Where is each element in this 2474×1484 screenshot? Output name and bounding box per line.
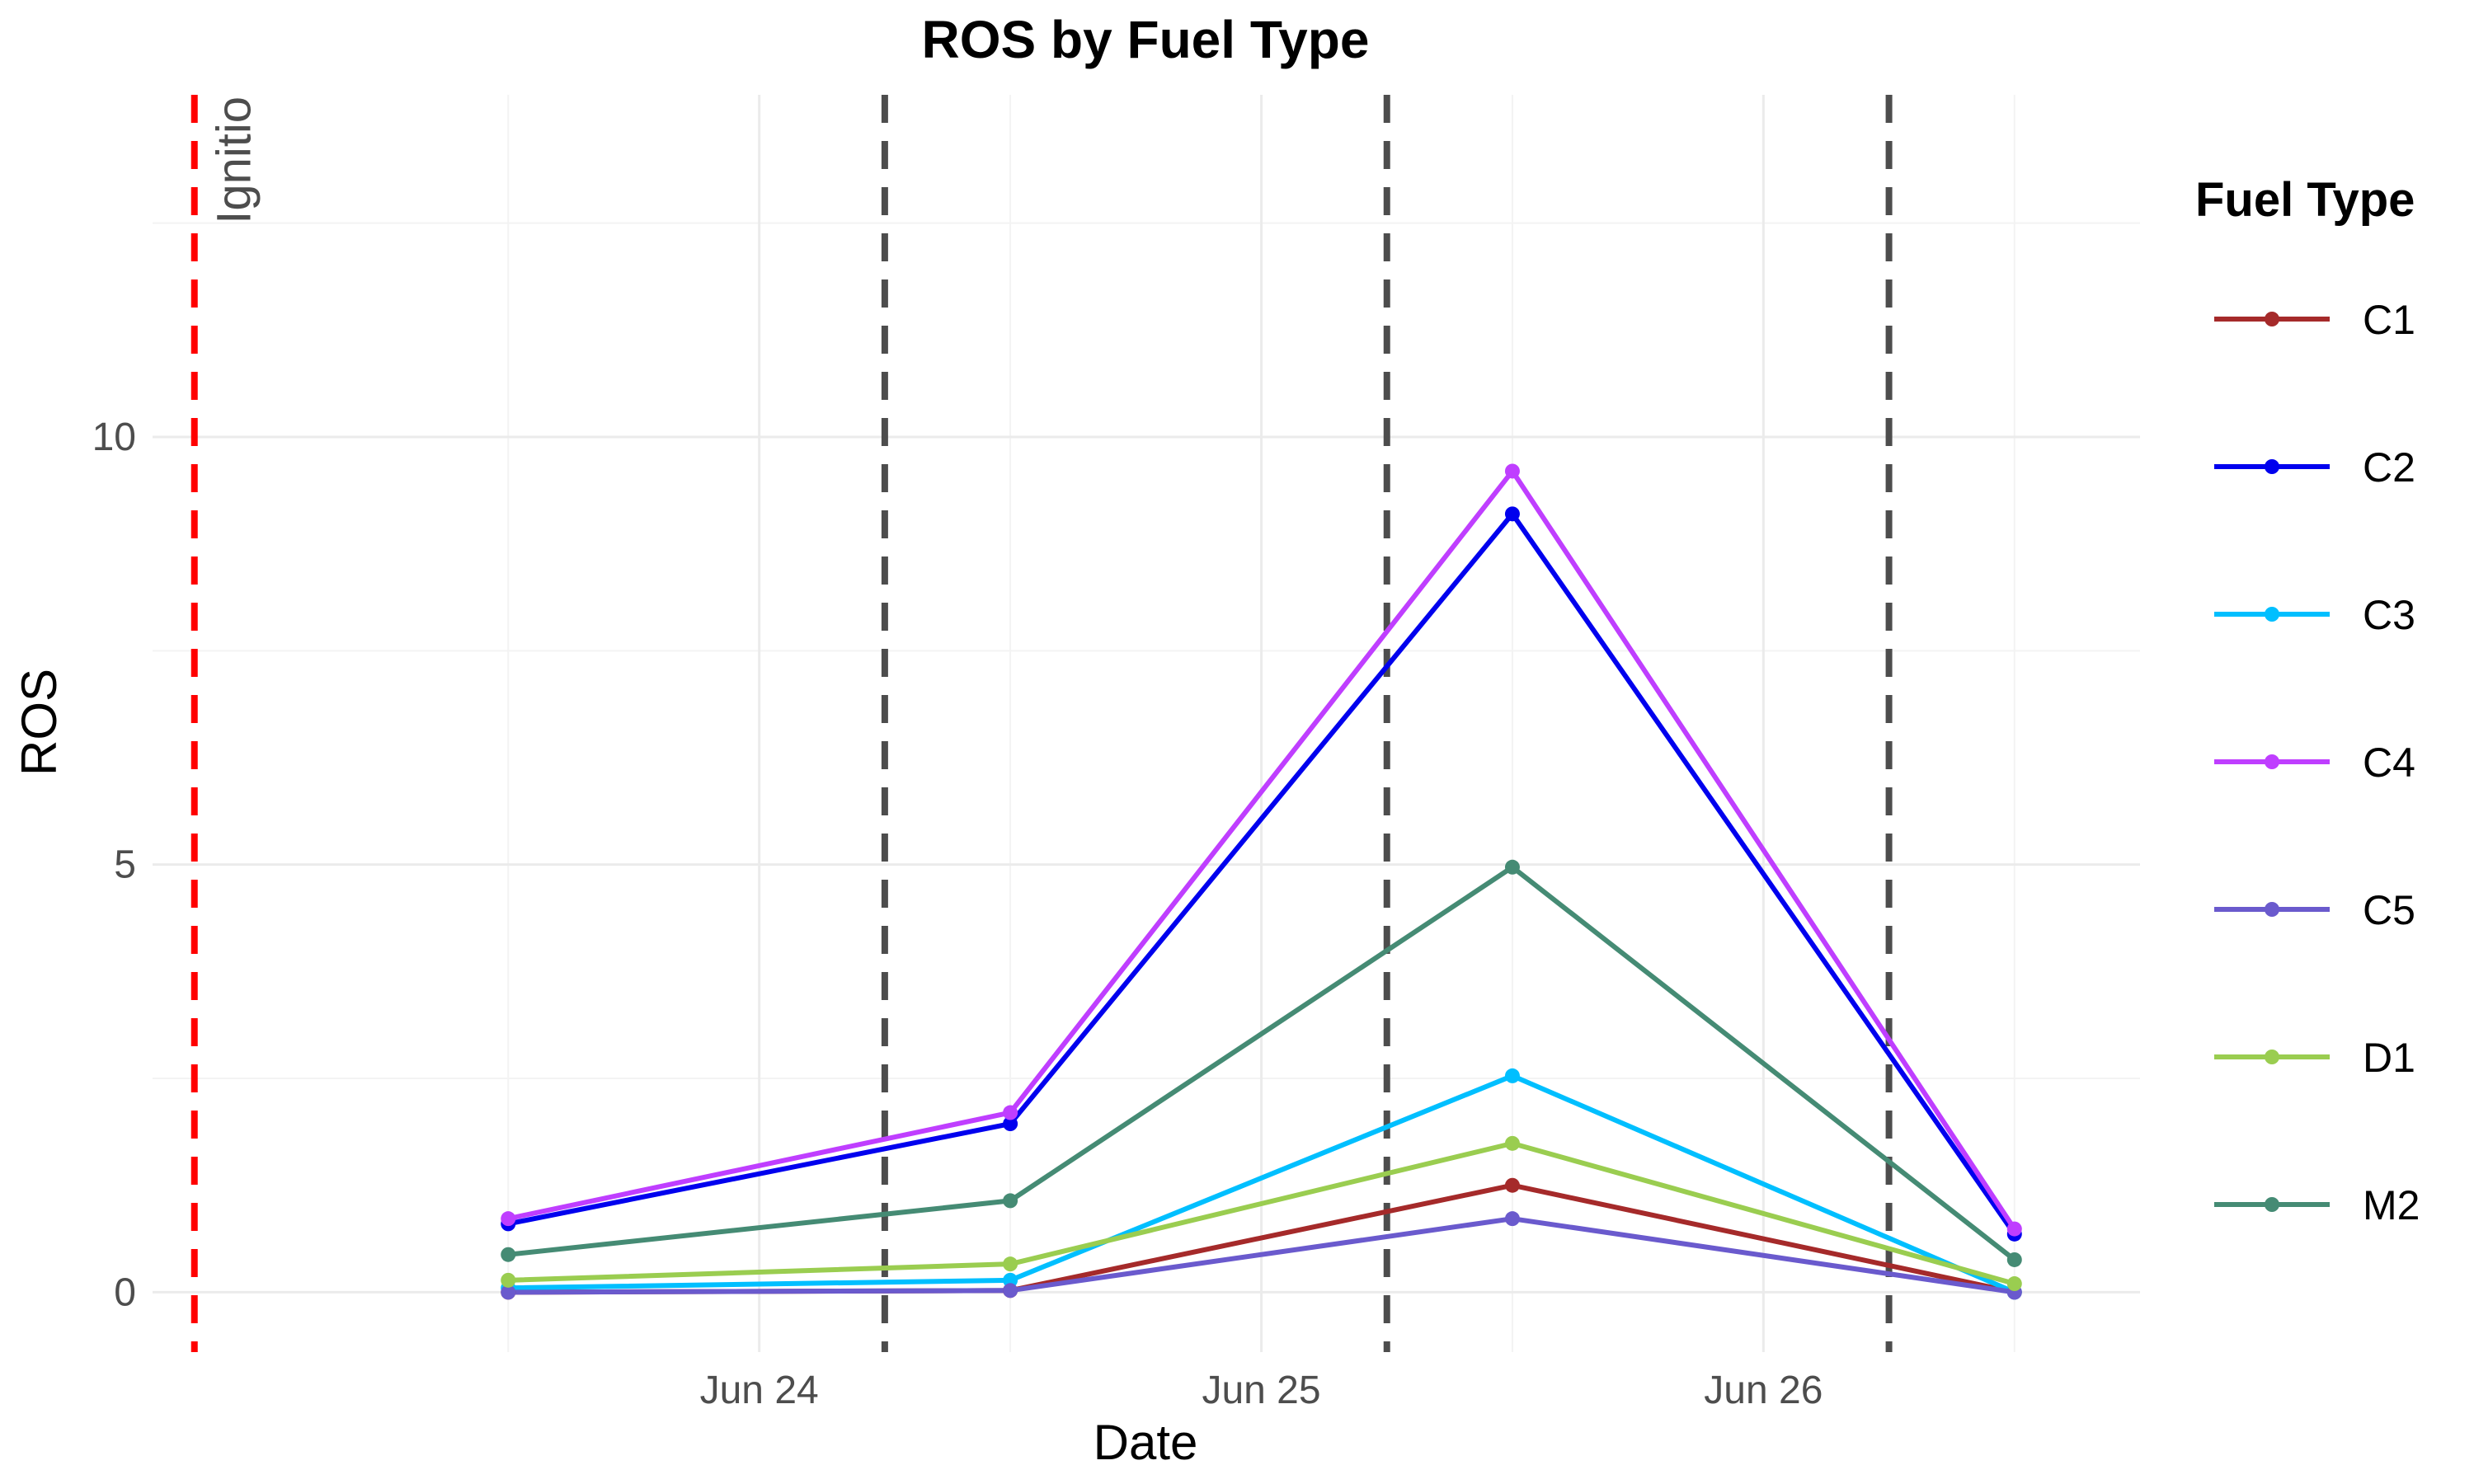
chart-title: ROS by Fuel Type: [922, 10, 1370, 69]
major-gridlines: [153, 95, 2140, 1352]
series-line-c4: [507, 468, 2017, 1231]
legend-label-c5: C5: [2363, 887, 2415, 933]
legend-label-c2: C2: [2363, 444, 2415, 491]
data-point-c5: [1003, 1283, 1018, 1298]
data-point-d1: [1504, 1135, 1520, 1151]
y-tick-label: 10: [92, 416, 136, 459]
x-tick-label: Jun 25: [1202, 1369, 1320, 1412]
legend-label-d1: D1: [2363, 1035, 2415, 1081]
data-point-c5: [501, 1284, 516, 1300]
series-line-m2: [507, 864, 2016, 1262]
series-line-c5: [508, 1216, 2015, 1295]
legend: C1 C2 C3 C4 C5 D1 M2: [2214, 297, 2420, 1228]
minor-gridlines: [153, 95, 2140, 1352]
x-axis-title: Date: [1094, 1415, 1198, 1470]
legend-key-point: [2265, 312, 2279, 326]
legend-label-c3: C3: [2363, 592, 2415, 638]
data-point-d1: [2006, 1276, 2022, 1292]
data-point-c2: [1003, 1116, 1018, 1132]
data-point-c4: [1003, 1105, 1018, 1120]
y-tick-label: 0: [114, 1270, 136, 1314]
y-tick-label: 5: [114, 843, 136, 887]
data-point-c3: [1504, 1068, 1520, 1083]
legend-key-point: [2265, 459, 2279, 474]
legend-key-point: [2265, 1197, 2279, 1212]
data-point-d1: [501, 1272, 516, 1288]
legend-label-m2: M2: [2363, 1182, 2420, 1228]
data-point-c2: [1504, 506, 1520, 522]
x-axis-ticks: Jun 24 Jun 25 Jun 26: [700, 1369, 1823, 1412]
legend-label-c1: C1: [2363, 297, 2415, 343]
data-point-c4: [1504, 463, 1520, 479]
legend-label-c4: C4: [2363, 740, 2415, 786]
y-axis-ticks: 0 5 10: [92, 416, 136, 1314]
series-line-c3: [508, 1073, 2015, 1295]
legend-key-point: [2265, 754, 2279, 769]
series-points: [501, 463, 2022, 1300]
data-point-m2: [1504, 859, 1520, 875]
data-point-c3: [1003, 1272, 1018, 1288]
legend-key-point: [2265, 902, 2279, 917]
data-point-c4: [2006, 1221, 2022, 1237]
data-point-c5: [1504, 1211, 1520, 1227]
ignition-label: Ignitio: [208, 96, 261, 224]
series-line-d1: [508, 1140, 2015, 1286]
data-point-d1: [1003, 1256, 1018, 1272]
legend-title: Fuel Type: [2195, 173, 2415, 227]
data-point-m2: [2006, 1252, 2022, 1267]
data-point-m2: [501, 1247, 516, 1262]
legend-key-point: [2265, 607, 2279, 622]
data-point-c1: [1504, 1177, 1520, 1193]
reference-lines: Ignitio: [190, 95, 1893, 1352]
data-point-c4: [501, 1211, 516, 1227]
legend-key-point: [2265, 1050, 2279, 1064]
x-tick-label: Jun 26: [1704, 1369, 1823, 1412]
data-point-m2: [1003, 1193, 1018, 1209]
series-line-c2: [507, 511, 2017, 1236]
series-lines: [507, 468, 2017, 1295]
x-tick-label: Jun 24: [700, 1369, 819, 1412]
y-axis-title: ROS: [12, 669, 67, 776]
